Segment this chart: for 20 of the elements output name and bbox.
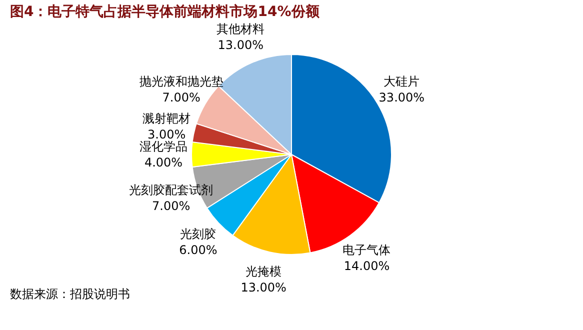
data-label: 33.00%	[378, 90, 425, 104]
slice-label: 溅射靶材	[142, 112, 191, 126]
data-label: 14.00%	[344, 259, 390, 274]
data-label: 13.00%	[240, 280, 286, 294]
slice-label: 大硅片	[384, 74, 420, 88]
source-note: 数据来源：招股说明书	[10, 287, 130, 301]
data-label: 7.00%	[162, 90, 200, 104]
data-label: 13.00%	[218, 38, 264, 52]
chart-title: 图4：电子特气占据半导体前端材料市场14%份额	[10, 3, 320, 20]
slice-label: 电子气体	[342, 243, 391, 258]
data-label: 3.00%	[148, 128, 186, 142]
data-label: 4.00%	[144, 156, 183, 170]
slice-label: 其他材料	[216, 22, 265, 36]
slice-label: 湿化学品	[140, 140, 188, 154]
slice-label: 光刻胶配套试剂	[129, 182, 214, 197]
slice-label: 光掩模	[246, 264, 282, 278]
slice-label: 光刻胶	[180, 227, 216, 242]
data-label: 7.00%	[152, 198, 190, 213]
slice-label: 抛光液和抛光垫	[139, 74, 224, 88]
data-label: 6.00%	[179, 243, 218, 258]
